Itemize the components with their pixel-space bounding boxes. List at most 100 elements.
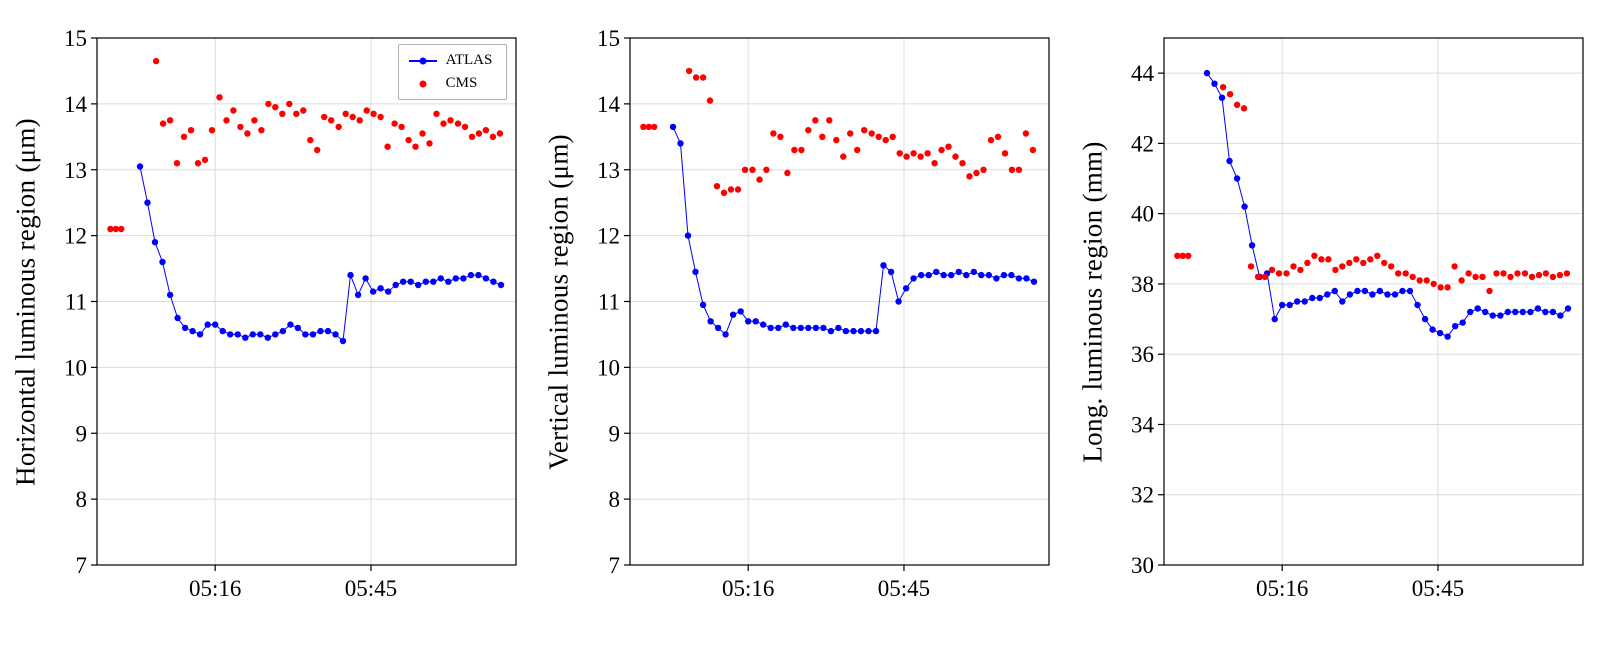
y-tick-label: 9 [609, 421, 621, 446]
data-point [924, 150, 932, 157]
data-point [272, 331, 279, 338]
axes-frame [1163, 37, 1584, 566]
data-point [249, 331, 256, 338]
data-point [244, 130, 251, 137]
data-point [966, 173, 974, 180]
data-point [1444, 333, 1451, 340]
data-point [910, 275, 918, 282]
data-point [1506, 273, 1514, 281]
data-point [467, 271, 475, 279]
data-point [227, 331, 234, 338]
data-point [940, 271, 948, 279]
data-point [770, 130, 777, 137]
data-point [335, 123, 342, 131]
data-point [1030, 146, 1037, 154]
data-point [349, 113, 356, 121]
data-point [645, 123, 653, 131]
data-point [945, 143, 953, 150]
data-point [1031, 278, 1038, 285]
data-point [1504, 308, 1511, 316]
data-point [1254, 273, 1261, 281]
data-point [1023, 130, 1030, 137]
y-tick-label: 42 [1131, 131, 1154, 156]
y-tick-label: 12 [597, 224, 620, 249]
data-point [223, 117, 230, 124]
data-point [938, 146, 946, 154]
data-point [1478, 273, 1486, 281]
data-point [1352, 256, 1360, 263]
data-point [1429, 326, 1436, 333]
data-point [384, 143, 391, 150]
data-point [1451, 263, 1458, 270]
data-point [918, 271, 925, 279]
data-point [1474, 305, 1481, 312]
y-tick-label: 13 [597, 158, 620, 183]
data-point [826, 117, 833, 124]
data-point [805, 127, 812, 134]
data-point [398, 123, 405, 131]
data-point [1549, 273, 1556, 281]
data-point [850, 327, 858, 335]
y-tick-label: 34 [1131, 412, 1155, 437]
data-point [1233, 175, 1240, 182]
data-point [1241, 203, 1248, 210]
y-tick-label: 36 [1131, 342, 1154, 367]
data-point [1310, 252, 1318, 259]
data-point [995, 133, 1002, 140]
legend-label-cms: CMS [445, 75, 478, 91]
y-tick-label: 10 [597, 355, 620, 380]
data-point [159, 258, 166, 266]
data-point [264, 334, 271, 341]
data-point [1380, 259, 1388, 267]
data-point [882, 136, 890, 144]
data-point [107, 225, 114, 233]
data-point [917, 153, 925, 160]
data-point [321, 113, 328, 121]
data-point [980, 166, 988, 173]
data-point [1219, 84, 1226, 91]
data-point [985, 271, 993, 279]
data-point [952, 153, 960, 160]
cms-dot-icon [419, 80, 427, 87]
y-tick-label: 38 [1131, 272, 1154, 297]
data-point [234, 331, 241, 338]
data-point [1233, 101, 1240, 109]
data-point [993, 275, 1000, 282]
data-point [895, 298, 903, 305]
data-point [1534, 305, 1541, 312]
data-point [1413, 301, 1421, 309]
data-point [1316, 294, 1323, 302]
data-point [745, 318, 752, 325]
data-point [1368, 291, 1376, 298]
data-point [1391, 291, 1398, 298]
series-atlas [670, 123, 1038, 338]
data-point [287, 321, 294, 328]
data-point [475, 130, 483, 137]
plot-area-vertical: 7 8 9 10 11 12 13 14 15 05:16 05:45 [533, 0, 1066, 640]
data-point [430, 278, 437, 285]
data-point [392, 281, 399, 289]
data-point [196, 331, 204, 338]
data-point [385, 288, 392, 295]
data-point [1296, 266, 1304, 274]
atlas-dot-icon [419, 57, 427, 64]
data-point [1008, 271, 1015, 279]
data-point [955, 268, 963, 276]
data-point [756, 176, 764, 183]
data-point [651, 123, 658, 131]
data-point [728, 186, 735, 193]
data-point [370, 110, 377, 118]
legend-entry-atlas: ATLAS [408, 53, 492, 68]
data-point [910, 150, 918, 157]
data-point [1203, 69, 1210, 77]
data-point [775, 324, 782, 332]
data-point [1406, 287, 1413, 295]
data-point [847, 130, 854, 137]
data-point [286, 100, 293, 108]
data-point [219, 327, 226, 335]
data-point [317, 327, 324, 335]
plot-svg: 7 8 9 10 11 12 13 14 15 05:16 05:45 [597, 26, 1050, 601]
y-tick-label: 9 [76, 421, 88, 446]
data-point [1240, 105, 1247, 112]
data-point [189, 327, 196, 335]
